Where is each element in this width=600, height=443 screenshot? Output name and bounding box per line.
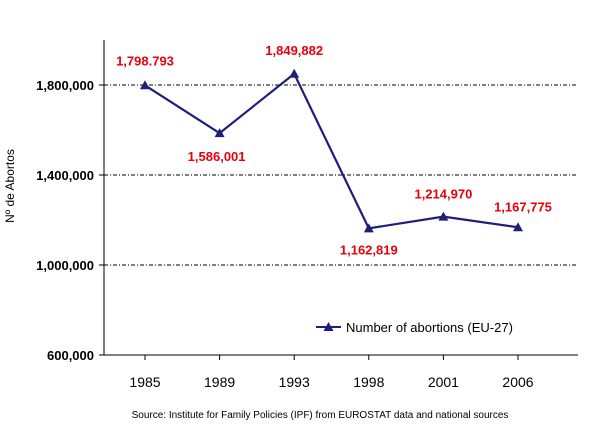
y-tick-label: 600,000 (47, 348, 94, 363)
data-label: 1,849,882 (265, 43, 323, 58)
data-label: 1,214,970 (414, 187, 472, 202)
y-ticks: 600,000 1,000,000 1,400,000 1,800,000 (36, 78, 104, 363)
data-label: 1,798.793 (116, 53, 174, 68)
x-tick-label: 1998 (353, 374, 384, 390)
legend-triangle-marker (323, 322, 334, 331)
series-line (144, 72, 519, 230)
legend-entry: Number of abortions (EU-27) (346, 320, 513, 335)
x-tick-label: 1985 (129, 374, 160, 390)
data-label: 1,586,001 (188, 149, 246, 164)
axes (103, 40, 578, 356)
source-note: Source: Institute for Family Policies (I… (132, 410, 509, 421)
x-ticks: 1985 1989 1993 1998 2001 2006 (129, 355, 534, 390)
data-point-triangle (363, 223, 374, 233)
x-tick-label: 2006 (502, 374, 533, 390)
x-tick-label: 1989 (204, 374, 235, 390)
legend: Number of abortions (EU-27) (316, 320, 513, 335)
x-tick-label: 2001 (428, 374, 459, 390)
data-labels: 1,798.793 1,586,001 1,849,882 1,162,819 1,21… (116, 43, 552, 258)
data-point-triangle (140, 80, 150, 90)
x-tick-label: 1993 (279, 374, 310, 390)
data-point-triangle (289, 68, 300, 78)
data-point-triangle (214, 128, 225, 138)
data-point-triangle (438, 211, 449, 221)
y-tick-label: 1,400,000 (36, 168, 94, 183)
data-point-triangle (513, 222, 523, 232)
y-axis-label: Nº de Abortos (3, 149, 17, 223)
data-label: 1,167,775 (494, 199, 552, 214)
y-tick-label: 1,800,000 (36, 78, 94, 93)
grid (104, 84, 578, 266)
data-label: 1,162,819 (340, 242, 398, 257)
y-tick-label: 1,000,000 (36, 258, 94, 273)
series (140, 68, 523, 233)
